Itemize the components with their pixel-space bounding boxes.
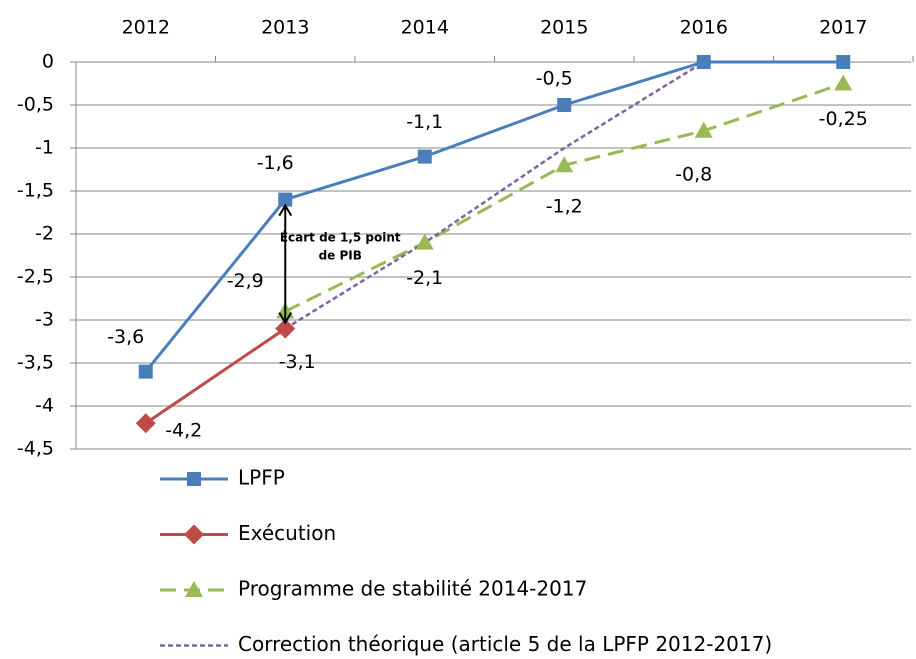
- data-label: -2,9: [227, 270, 264, 292]
- legend-label: Exécution: [238, 521, 336, 545]
- point: [694, 121, 713, 138]
- y-tick-label: -2,5: [17, 266, 54, 288]
- data-label: -1,1: [406, 111, 443, 133]
- point: [278, 192, 293, 207]
- legend-label: LPFP: [238, 466, 285, 490]
- y-tick-label: -1,5: [17, 180, 54, 202]
- legend-marker: [187, 472, 201, 486]
- y-tick-label: 0: [42, 51, 54, 73]
- x-tick-label: 2016: [680, 17, 728, 39]
- x-tick-label: 2015: [540, 17, 588, 39]
- point: [417, 149, 432, 164]
- x-tick-label: 2014: [401, 17, 449, 39]
- point: [836, 55, 851, 69]
- y-tick-label: -2: [35, 223, 54, 245]
- x-tick-label: 2013: [261, 17, 309, 39]
- data-label: -1,6: [257, 152, 294, 174]
- x-tick-label: 2012: [122, 17, 170, 39]
- data-label: -0,25: [819, 108, 868, 130]
- y-tick-label: -3: [35, 309, 54, 331]
- point: [275, 318, 296, 339]
- point: [415, 233, 434, 250]
- y-tick-label: -1: [35, 137, 54, 159]
- point: [555, 156, 574, 173]
- arrow-head: [278, 312, 293, 325]
- legend-marker: [184, 524, 204, 545]
- data-label: -3,1: [279, 351, 316, 373]
- series-line: [144, 327, 287, 425]
- annotation: de PIB: [319, 249, 362, 263]
- data-label: -0,8: [675, 163, 712, 185]
- y-tick-label: -0,5: [17, 94, 54, 116]
- legend-label: Correction théorique (article 5 de la LP…: [238, 632, 772, 656]
- series-line: [144, 60, 844, 373]
- data-label: -4,2: [165, 420, 202, 442]
- point: [138, 364, 153, 379]
- data-label: -2,1: [406, 267, 443, 289]
- annotation: Écart de 1,5 point: [280, 230, 401, 245]
- data-label: -0,5: [536, 68, 573, 90]
- legend-marker: [185, 581, 203, 597]
- x-tick-label: 2017: [819, 17, 867, 39]
- legend-label: Programme de stabilité 2014-2017: [238, 577, 587, 601]
- series-line: [284, 60, 705, 330]
- y-tick-label: -4: [35, 395, 54, 417]
- point: [696, 55, 711, 69]
- y-tick-label: -3,5: [17, 352, 54, 374]
- point: [557, 98, 572, 112]
- point: [135, 413, 156, 434]
- arrow-head: [278, 203, 293, 217]
- y-tick-label: -4,5: [17, 438, 54, 460]
- point: [834, 74, 853, 91]
- data-label: -3,6: [107, 326, 144, 348]
- data-label: -1,2: [546, 196, 583, 218]
